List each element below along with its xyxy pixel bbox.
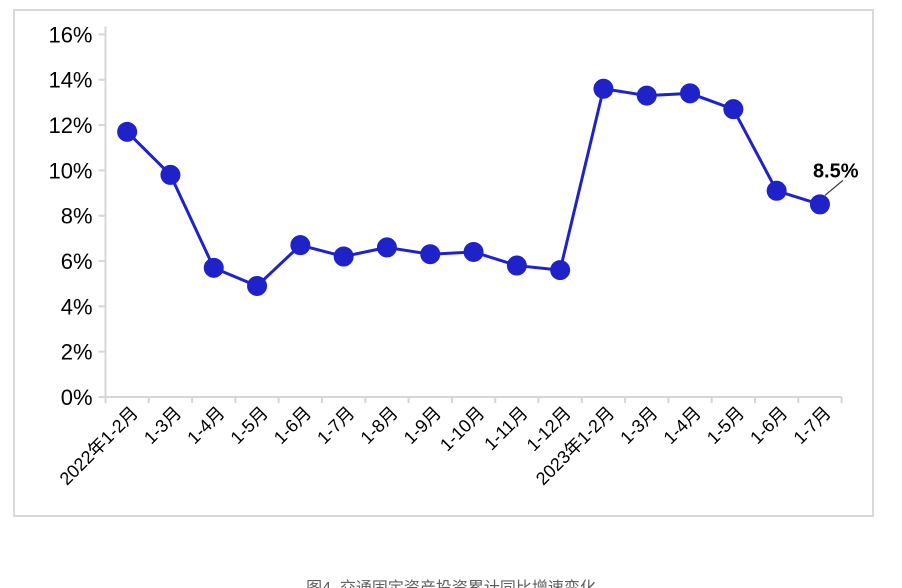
x-tick-label: 1-5月 — [227, 403, 272, 448]
x-tick-label: 1-10月 — [436, 403, 488, 455]
x-tick-label: 1-4月 — [660, 403, 705, 448]
x-tick-label: 1-11月 — [480, 403, 531, 454]
data-point — [160, 164, 181, 185]
caption-title: 图4 交通固定资产投资累计同比增速变化 — [0, 577, 902, 588]
y-tick-label: 16% — [48, 22, 92, 47]
annotation-label: 8.5% — [813, 160, 859, 182]
y-tick-label: 8% — [61, 204, 93, 229]
x-tick-label: 1-8月 — [357, 403, 402, 448]
x-tick-label: 1-6月 — [746, 403, 791, 448]
data-point — [333, 246, 354, 267]
x-tick-label: 1-7月 — [790, 403, 835, 448]
y-tick-label: 14% — [48, 68, 92, 93]
x-tick-label: 1-3月 — [616, 403, 661, 448]
data-point — [203, 257, 224, 278]
data-point — [809, 194, 830, 215]
data-point — [290, 235, 311, 256]
x-tick-label: 1-4月 — [183, 403, 228, 448]
data-point — [506, 255, 527, 276]
x-tick-label: 1-6月 — [270, 403, 315, 448]
line-chart: 0%2%4%6%8%10%12%14%16%2022年1-2月1-3月1-4月1… — [48, 22, 859, 489]
data-point — [463, 241, 484, 262]
data-point — [247, 275, 268, 296]
x-tick-label: 1-5月 — [703, 403, 748, 448]
data-point — [593, 78, 614, 99]
data-point — [420, 244, 441, 265]
y-tick-label: 4% — [61, 294, 93, 319]
y-tick-label: 0% — [61, 385, 93, 410]
y-tick-label: 6% — [61, 249, 93, 274]
y-tick-label: 2% — [61, 340, 93, 365]
data-point — [117, 121, 138, 142]
chart-frame: 0% 2% 4% 6% 8% 10% 12% 14% 16% 2022年1-2月 1-3月 1-4月 1… — [13, 9, 874, 517]
data-point — [550, 260, 571, 281]
y-tick-label: 10% — [48, 158, 92, 183]
figure-caption: 图4 交通固定资产投资累计同比增速变化 (以上综合统计数据源自交通运输部综合规划… — [0, 531, 902, 588]
annotation-leader-line — [824, 179, 844, 196]
data-point — [636, 85, 657, 106]
data-point — [766, 180, 787, 201]
x-tick-label: 1-3月 — [140, 403, 185, 448]
data-point — [680, 83, 701, 104]
data-point — [723, 99, 744, 120]
data-point — [376, 237, 397, 258]
y-tick-label: 12% — [48, 113, 92, 138]
x-tick-label: 1-7月 — [313, 403, 358, 448]
x-tick-label: 2022年1-2月 — [56, 403, 142, 489]
